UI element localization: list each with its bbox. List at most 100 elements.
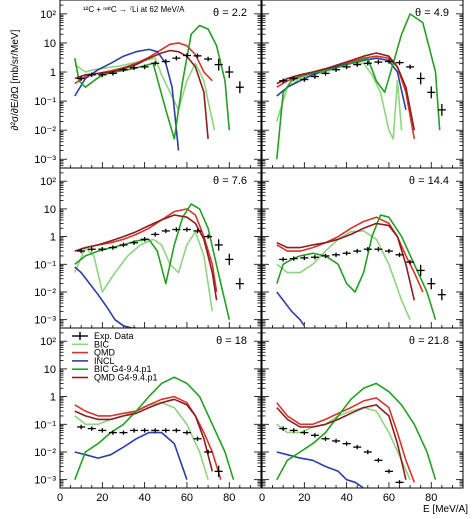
series-bic-g4-9-4-p1 — [74, 24, 231, 140]
exp-point — [130, 428, 139, 433]
series-group — [74, 203, 231, 328]
panel-title: θ = 2.2 — [213, 7, 247, 19]
y-tick-label: 10⁻¹ — [34, 96, 56, 108]
exp-data — [77, 227, 244, 290]
exp-point — [151, 232, 160, 237]
legend-item: INCL — [72, 356, 115, 366]
exp-point — [342, 64, 351, 70]
y-axis-title: ∂²σ/∂E/∂Ω [mb/sr/MeV] — [10, 29, 21, 130]
legend-item: QMD G4-9.4.p1 — [72, 373, 158, 383]
exp-point — [140, 237, 149, 242]
exp-point — [353, 248, 362, 254]
x-tick-label: 80 — [425, 492, 437, 504]
exp-point — [363, 247, 372, 252]
y-tick-label: 10⁻¹ — [34, 259, 56, 271]
exp-point — [87, 426, 96, 431]
exp-point — [225, 253, 234, 266]
panel-frame — [59, 327, 262, 489]
y-tick-label: 1 — [50, 67, 56, 79]
exp-point — [172, 55, 181, 61]
exp-point — [332, 67, 341, 73]
exp-point — [77, 248, 86, 254]
series-qmd-g4-9-4-p1 — [276, 52, 416, 131]
series-qmd-g4-9-4-p1 — [276, 222, 416, 301]
exp-point — [289, 256, 298, 261]
exp-point — [310, 74, 319, 79]
legend-label: Exp. Data — [94, 331, 134, 341]
exp-point — [279, 78, 288, 84]
exp-point — [119, 67, 128, 73]
exp-point — [416, 72, 425, 85]
series-qmd — [276, 397, 416, 483]
y-tick-label: 10² — [40, 176, 56, 188]
legend-item: BIC G4-9.4.p1 — [72, 364, 152, 374]
exp-point — [384, 248, 393, 254]
exp-point — [214, 58, 223, 71]
series-incl — [74, 266, 137, 328]
x-axis-title: E [MeV/A] — [423, 504, 468, 515]
exp-point — [374, 247, 383, 252]
exp-point — [342, 441, 351, 446]
panel-frame — [59, 167, 262, 329]
y-tick-label: 10⁻¹ — [34, 419, 56, 431]
x-tick-label: 60 — [181, 492, 193, 504]
y-tick-label: 10² — [40, 9, 56, 21]
series-incl — [276, 291, 305, 327]
x-tick-label: 0 — [259, 492, 265, 504]
exp-data — [279, 426, 404, 485]
exp-point — [130, 65, 139, 71]
exp-point — [193, 436, 202, 441]
series-bic — [74, 230, 214, 312]
exp-point — [289, 428, 298, 433]
y-tick-label: 10⁻² — [34, 287, 56, 299]
panel-title: θ = 21.8 — [409, 335, 449, 347]
legend-label: QMD G4-9.4.p1 — [94, 373, 158, 383]
exp-point — [342, 251, 351, 256]
exp-point — [108, 430, 117, 435]
exp-point — [140, 64, 149, 70]
exp-point — [310, 433, 319, 438]
x-tick-label: 20 — [96, 492, 108, 504]
exp-point — [182, 430, 191, 435]
y-tick-label: 10 — [44, 204, 56, 216]
exp-point — [225, 66, 234, 78]
x-tick-label: 80 — [223, 492, 235, 504]
exp-point — [77, 424, 86, 430]
exp-point — [204, 449, 213, 455]
panel-1: 10⁻³ 10⁻² 10⁻¹ 1 10 10² θ = 2.2 — [34, 0, 262, 169]
exp-point — [87, 247, 96, 252]
series-bic — [276, 406, 411, 481]
exp-point — [151, 60, 160, 66]
y-tick-label: 1 — [50, 232, 56, 244]
panel-title: θ = 14.4 — [409, 175, 449, 187]
exp-data — [279, 59, 446, 116]
exp-data — [77, 53, 244, 94]
exp-point — [279, 426, 288, 431]
exp-point — [332, 252, 341, 257]
legend-label: BIC G4-9.4.p1 — [94, 364, 152, 374]
exp-point — [204, 234, 213, 239]
exp-point — [363, 60, 372, 66]
series-group — [276, 382, 437, 488]
exp-point — [406, 259, 415, 265]
exp-point — [321, 71, 330, 76]
exp-point — [235, 277, 244, 290]
series-bic — [276, 230, 411, 321]
exp-point — [416, 264, 425, 277]
exp-point — [193, 53, 202, 59]
exp-point — [77, 76, 86, 81]
series-bic-g4-9-4-p1 — [74, 203, 231, 320]
panel-6: 0 20 40 60 80 θ = 21.8 — [259, 327, 464, 504]
exp-point — [384, 469, 393, 474]
exp-point — [119, 242, 128, 248]
exp-point — [384, 59, 393, 64]
exp-point — [395, 252, 404, 257]
x-tick-label: 0 — [57, 492, 63, 504]
series-bic — [276, 62, 403, 140]
series-qmd-g4-9-4-p1 — [74, 49, 209, 139]
y-tick-label: 10⁻² — [34, 447, 56, 459]
exp-point — [172, 227, 181, 232]
y-tick-label: 10⁻³ — [34, 315, 56, 327]
exp-point — [395, 60, 404, 65]
